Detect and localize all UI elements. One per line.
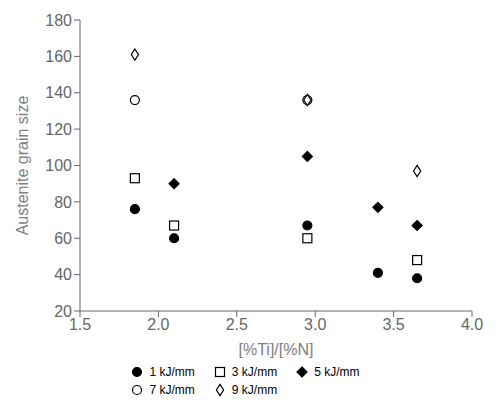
svg-text:60: 60: [54, 230, 72, 247]
svg-text:100: 100: [45, 157, 72, 174]
html-text:7 kJ/mm: 7 kJ/mm: [149, 383, 195, 397]
svg-text:1.5: 1.5: [69, 316, 91, 333]
svg-text:3.0: 3.0: [304, 316, 326, 333]
svg-text:2.5: 2.5: [226, 316, 248, 333]
svg-text:20: 20: [54, 303, 72, 320]
svg-text:180: 180: [45, 12, 72, 29]
html-text:5 kJ/mm: 5 kJ/mm: [314, 365, 360, 379]
svg-text:Austenite grain size: Austenite grain size: [14, 96, 31, 236]
svg-text:80: 80: [54, 194, 72, 211]
html-text:3 kJ/mm: 3 kJ/mm: [231, 365, 278, 379]
svg-text:3.5: 3.5: [382, 316, 404, 333]
svg-text:140: 140: [45, 84, 72, 101]
html-text:9 kJ/mm: 9 kJ/mm: [231, 383, 278, 397]
svg-text:120: 120: [45, 121, 72, 138]
html-text:1 kJ/mm: 1 kJ/mm: [149, 365, 195, 379]
svg-text:40: 40: [54, 266, 72, 283]
svg-text:2.0: 2.0: [147, 316, 169, 333]
svg-text:[%Ti]/[%N]: [%Ti]/[%N]: [239, 341, 314, 358]
svg-text:4.0: 4.0: [461, 316, 483, 333]
svg-text:160: 160: [45, 48, 72, 65]
